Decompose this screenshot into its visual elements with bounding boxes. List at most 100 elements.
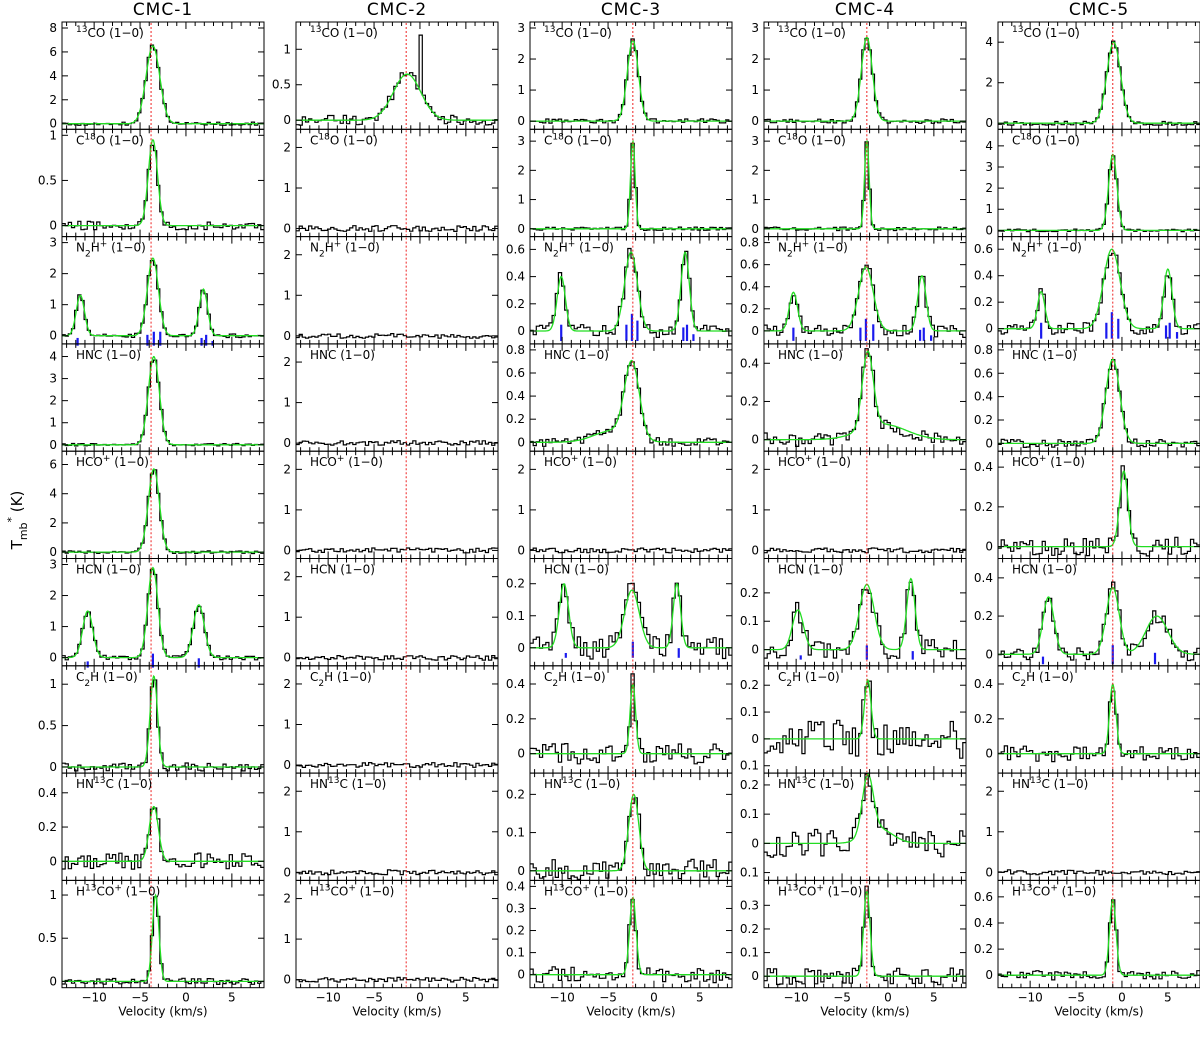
panel-cmc-5-hn13c: 0 1 2 HN13C (1−0) <box>985 772 1200 881</box>
y-tick-label: 0 <box>283 543 291 557</box>
panel-cmc-5-c18o: 0 1 2 3 4 C18O (1−0) <box>985 128 1200 237</box>
y-tick-label: 1 <box>49 128 57 142</box>
panel-label: 13CO (1−0) <box>544 25 612 40</box>
x-tick-label: −10 <box>783 991 808 1005</box>
fit-curve <box>998 586 1200 655</box>
observed-spectrum <box>764 37 966 124</box>
y-tick-label: 0.2 <box>506 787 525 801</box>
y-tick-label: 1 <box>985 825 993 839</box>
y-tick-label: 0.4 <box>974 677 993 691</box>
y-tick-label: 0 <box>49 545 57 559</box>
fit-curve <box>764 889 966 977</box>
x-axis-label: Velocity (km/s) <box>1054 1005 1143 1019</box>
panel-cmc-5-n2hp: 0 0.2 0.4 0.6 N2H+ (1−0) <box>974 236 1200 345</box>
observed-spectrum <box>296 655 498 661</box>
observed-spectrum <box>998 899 1200 981</box>
y-tick-label: 0 <box>49 117 57 131</box>
y-tick-label: 0 <box>517 324 525 338</box>
x-tick-label: −10 <box>315 991 340 1005</box>
panel-cmc-1-c18o: 0 0.5 1 C18O (1−0) <box>38 128 265 238</box>
panel-cmc-3-h13cop: 0 0.1 0.2 0.3 0.4 H13CO+ (1−0) <box>506 879 733 989</box>
fit-curve <box>62 468 264 553</box>
y-tick-label: 3 <box>49 558 57 572</box>
observed-spectrum <box>296 547 498 554</box>
y-tick-label: 6 <box>49 45 57 59</box>
panel-label: 13CO (1−0) <box>310 25 378 40</box>
y-tick-label: 0 <box>49 854 57 868</box>
observed-spectrum <box>62 807 264 870</box>
y-tick-label: 6 <box>49 458 57 472</box>
y-tick-label: 0.4 <box>740 356 759 370</box>
x-tick-label: 0 <box>1118 991 1126 1005</box>
panel-cmc-3-hcop: 0 1 2 HCO+ (1−0) <box>517 450 733 560</box>
panel-cmc-2-h13cop: 0 1 2 H13CO+ (1−0) <box>283 879 499 989</box>
y-tick-label: 0.5 <box>38 931 57 945</box>
fit-curve <box>62 45 264 125</box>
y-tick-label: 0 <box>751 324 759 338</box>
observed-spectrum <box>764 141 966 232</box>
y-tick-label: 2 <box>49 589 57 603</box>
fit-curve <box>530 793 732 872</box>
observed-spectrum <box>998 359 1200 448</box>
y-tick-label: 3 <box>751 21 759 35</box>
observed-spectrum <box>296 333 498 339</box>
y-tick-label: 2 <box>283 784 291 798</box>
panel-label: H13CO+ (1−0) <box>1012 883 1096 898</box>
panel-frame <box>529 879 733 989</box>
panel-cmc-2-13co: 0 0.5 1 13CO (1−0) <box>272 21 499 130</box>
y-tick-label: 2 <box>517 52 525 66</box>
fit-curve <box>530 896 732 976</box>
y-tick-label: 0 <box>985 865 993 879</box>
panel-cmc-5-hcn: 0 0.2 0.4 HCN (1−0) <box>974 558 1200 667</box>
panel-label: H13CO+ (1−0) <box>310 883 394 898</box>
y-tick-label: 0 <box>49 438 57 452</box>
panel-label: HCN (1−0) <box>1012 563 1077 577</box>
panel-label: HNC (1−0) <box>76 348 141 362</box>
y-tick-label: 0 <box>985 436 993 450</box>
x-tick-label: 5 <box>1164 991 1172 1005</box>
y-tick-label: 1 <box>49 888 57 902</box>
y-tick-label: 1 <box>283 181 291 195</box>
panel-label: N2H+ (1−0) <box>76 240 146 260</box>
x-tick-label: 0 <box>884 991 892 1005</box>
y-tick-label: 3 <box>49 372 57 386</box>
y-tick-label: 0 <box>49 219 57 233</box>
panel-cmc-4-n2hp: 0 0.2 0.4 0.6 0.8 N2H+ (1−0) <box>740 236 967 345</box>
y-tick-label: 0.3 <box>740 898 759 912</box>
panel-label: HNC (1−0) <box>544 348 609 362</box>
panel-label: HN13C (1−0) <box>76 776 152 791</box>
y-tick-label: 8 <box>49 21 57 35</box>
panel-cmc-1-hnc: 0 1 2 3 4 HNC (1−0) <box>49 343 265 452</box>
observed-spectrum <box>764 547 966 554</box>
y-tick-label: 0.2 <box>974 295 993 309</box>
y-tick-label: 0.4 <box>506 270 525 284</box>
y-tick-label: 2 <box>283 248 291 262</box>
y-tick-label: 0 <box>517 222 525 236</box>
panel-label: HNC (1−0) <box>1012 348 1077 362</box>
y-tick-label: 2 <box>49 93 57 107</box>
fit-curve <box>62 893 264 983</box>
panel-label: N2H+ (1−0) <box>1012 240 1082 260</box>
panel-cmc-5-13co: 0 2 4 13CO (1−0) <box>985 21 1200 130</box>
panel-cmc-3-hnc: 0 0.2 0.4 0.6 0.8 HNC (1−0) <box>506 343 733 452</box>
panel-label: HCO+ (1−0) <box>310 454 383 469</box>
panel-cmc-1-hcop: 0 2 4 6 HCO+ (1−0) <box>49 450 265 559</box>
fit-curve <box>764 577 966 651</box>
y-tick-label: 1 <box>283 42 291 56</box>
y-tick-label: 2 <box>985 76 993 90</box>
y-tick-label: 1 <box>283 503 291 517</box>
y-tick-label: 0.2 <box>506 712 525 726</box>
observed-spectrum <box>62 260 264 339</box>
observed-spectrum <box>296 762 498 768</box>
y-tick-label: 0 <box>751 643 759 657</box>
panel-frame <box>997 879 1200 989</box>
y-tick-label: 0 <box>751 114 759 128</box>
fit-curve <box>998 153 1200 232</box>
y-tick-label: 0.2 <box>740 394 759 408</box>
y-tick-label: 0.2 <box>740 586 759 600</box>
panel-cmc-2-n2hp: 0 1 2 N2H+ (1−0) <box>283 236 499 345</box>
panel-cmc-1-hn13c: 0 0.2 0.4 HN13C (1−0) <box>38 772 265 881</box>
y-tick-label: 0 <box>283 973 291 987</box>
y-tick-label: 1 <box>283 610 291 624</box>
